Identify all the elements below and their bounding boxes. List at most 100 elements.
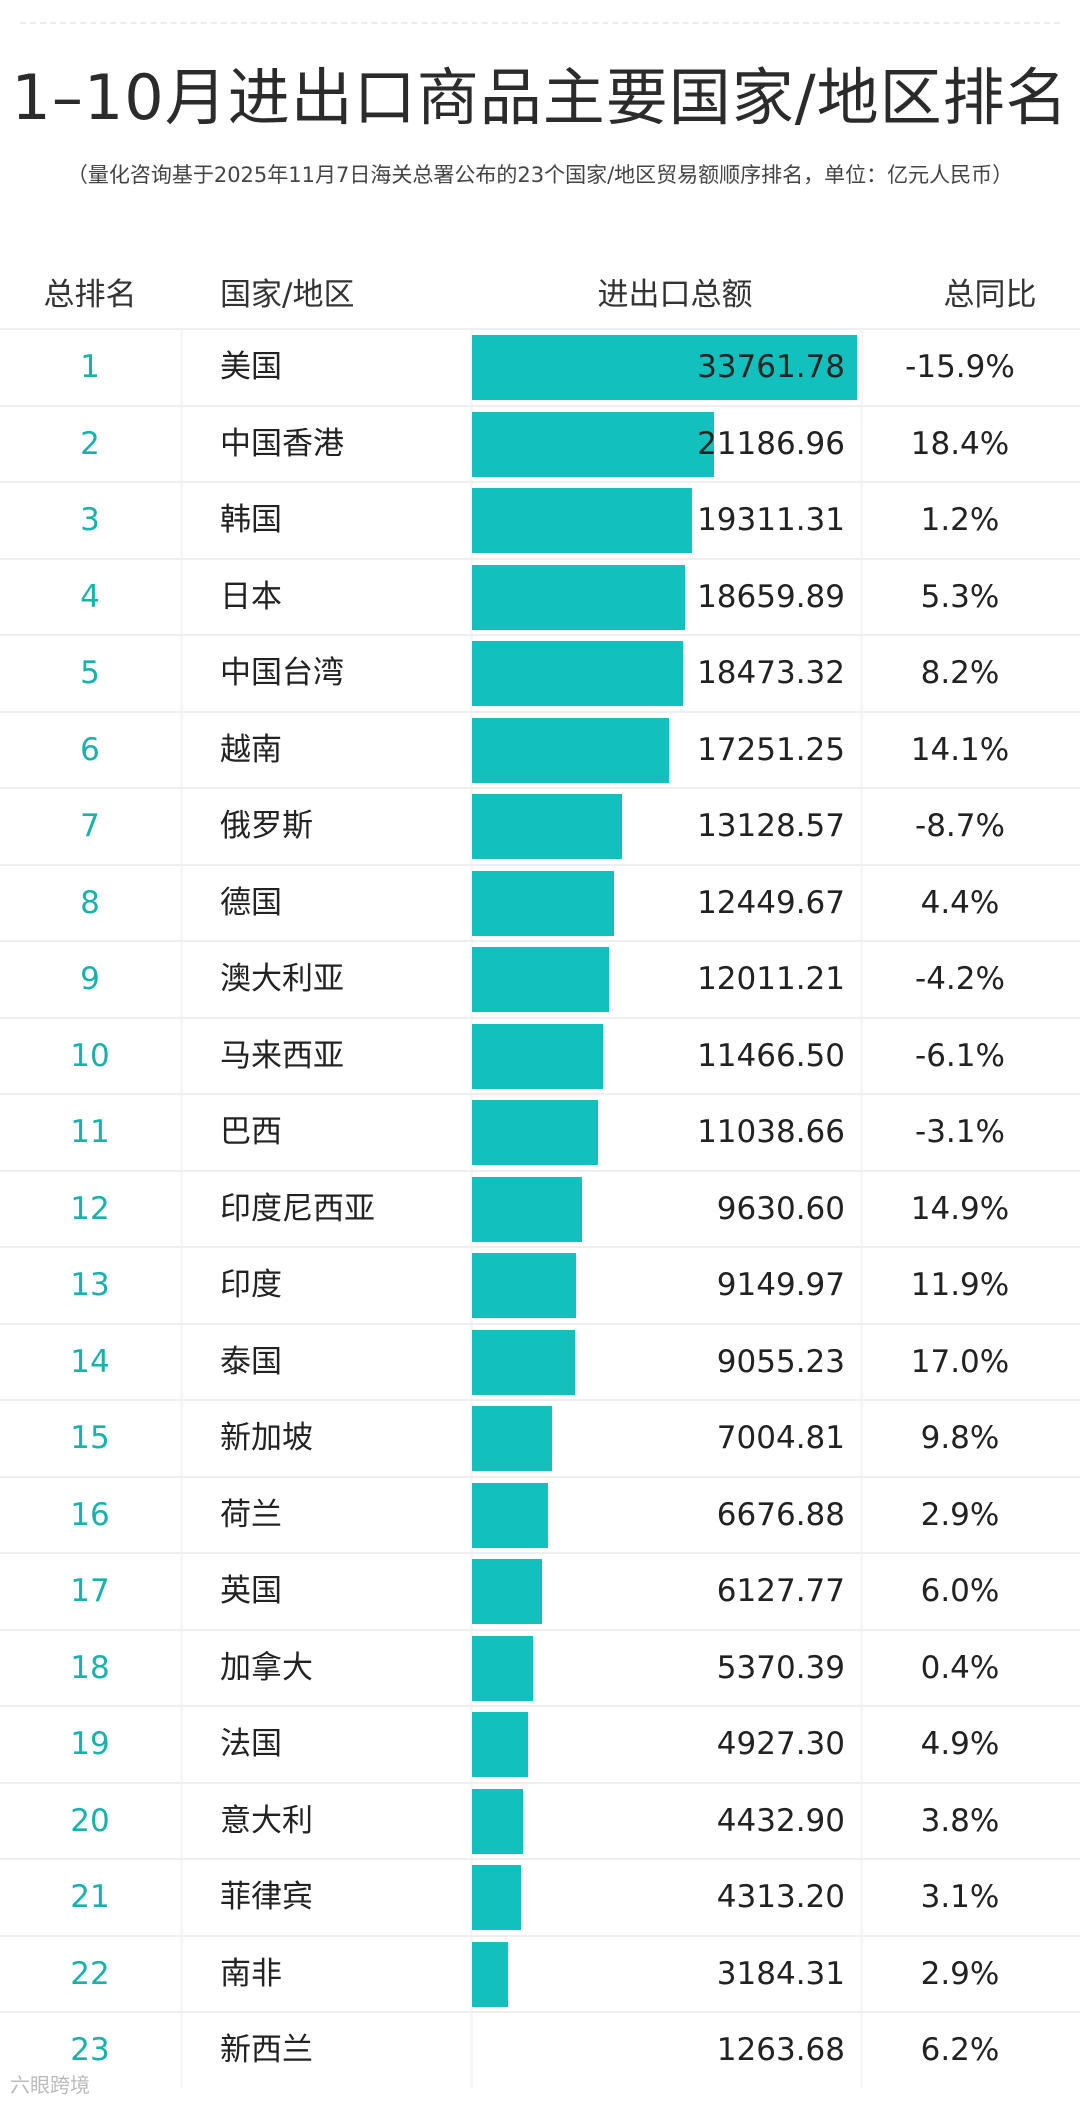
table-row: 13 印度 9149.97 11.9% <box>0 1246 1080 1325</box>
value-label: 11038.66 <box>697 1114 845 1150</box>
yoy-label: 4.4% <box>920 884 1000 921</box>
rank-label: 23 <box>70 2032 110 2068</box>
rank-label: 8 <box>80 884 100 921</box>
page-subtitle: （量化咨询基于2025年11月7日海关总署公布的23个国家/地区贸易额顺序排名，… <box>66 163 1014 187</box>
table-row: 1 美国 33761.78 -15.9% <box>0 328 1080 407</box>
table-row: 19 法国 4927.30 4.9% <box>0 1705 1080 1784</box>
country-label: 英国 <box>220 1573 282 1609</box>
rank-label: 14 <box>70 1343 110 1380</box>
value-bar <box>472 1023 603 1089</box>
table-row: 9 澳大利亚 12011.21 -4.2% <box>0 940 1080 1019</box>
table-row: 23 新西兰 1263.68 6.2% <box>0 2011 1080 2090</box>
country-label: 印度尼西亚 <box>220 1190 375 1227</box>
yoy-label: 3.8% <box>920 1802 1000 1839</box>
rank-label: 3 <box>80 502 100 538</box>
country-label: 越南 <box>220 731 282 768</box>
country-label: 韩国 <box>220 502 282 538</box>
value-bar <box>472 870 614 936</box>
value-bar <box>472 641 683 706</box>
value-label: 9630.60 <box>716 1190 845 1227</box>
value-label: 21186.96 <box>697 425 845 462</box>
yoy-label: 4.9% <box>920 1726 1000 1762</box>
country-label: 澳大利亚 <box>220 961 344 997</box>
yoy-label: 5.3% <box>920 578 1000 615</box>
value-bar <box>472 1865 522 1930</box>
value-label: 18659.89 <box>697 578 845 615</box>
rank-label: 17 <box>70 1573 110 1609</box>
country-label: 荷兰 <box>220 1496 282 1533</box>
rank-label: 13 <box>70 1267 110 1303</box>
value-bar <box>472 1635 534 1701</box>
value-bar <box>472 1100 598 1165</box>
country-label: 南非 <box>220 1955 282 1992</box>
value-label: 19311.31 <box>697 502 845 538</box>
yoy-label: 6.0% <box>920 1573 1000 1609</box>
value-label: 3184.31 <box>716 1955 845 1992</box>
yoy-label: 14.9% <box>910 1190 1010 1227</box>
country-label: 加拿大 <box>220 1649 313 1686</box>
header-rank: 总排名 <box>43 277 137 313</box>
table-row: 3 韩国 19311.31 1.2% <box>0 481 1080 560</box>
rank-label: 1 <box>80 349 100 385</box>
table-row: 15 新加坡 7004.81 9.8% <box>0 1399 1080 1478</box>
rank-label: 15 <box>70 1420 110 1456</box>
value-bar <box>472 794 622 859</box>
table-row: 21 菲律宾 4313.20 3.1% <box>0 1858 1080 1937</box>
yoy-label: 18.4% <box>910 425 1010 462</box>
country-label: 德国 <box>220 884 282 921</box>
country-label: 意大利 <box>220 1802 313 1839</box>
yoy-label: 9.8% <box>920 1420 1000 1456</box>
country-label: 泰国 <box>220 1343 282 1380</box>
table-row: 16 荷兰 6676.88 2.9% <box>0 1475 1080 1555</box>
value-bar <box>472 1941 509 2007</box>
header-country: 国家/地区 <box>220 277 355 313</box>
table-row: 5 中国台湾 18473.32 8.2% <box>0 634 1080 713</box>
value-bar <box>472 488 693 553</box>
value-bar <box>472 1788 523 1854</box>
rank-label: 12 <box>70 1190 110 1227</box>
table-row: 2 中国香港 21186.96 18.4% <box>0 404 1080 484</box>
value-label: 5370.39 <box>716 1649 845 1686</box>
column-divider <box>470 328 473 2088</box>
value-label: 9055.23 <box>716 1343 845 1380</box>
rank-label: 4 <box>80 578 100 615</box>
table-row: 7 俄罗斯 13128.57 -8.7% <box>0 787 1080 866</box>
value-label: 11466.50 <box>697 1037 845 1074</box>
value-bar <box>472 411 714 477</box>
yoy-label: 14.1% <box>910 731 1010 768</box>
value-label: 6676.88 <box>716 1496 845 1533</box>
table-row: 14 泰国 9055.23 17.0% <box>0 1322 1080 1402</box>
value-label: 12449.67 <box>697 884 845 921</box>
country-label: 巴西 <box>220 1114 282 1150</box>
rank-label: 16 <box>70 1496 110 1533</box>
table-row: 11 巴西 11038.66 -3.1% <box>0 1093 1080 1172</box>
yoy-label: -6.1% <box>915 1037 1005 1074</box>
value-label: 6127.77 <box>716 1573 845 1609</box>
rank-label: 2 <box>80 425 100 462</box>
value-label: 13128.57 <box>697 808 845 844</box>
table-row: 20 意大利 4432.90 3.8% <box>0 1781 1080 1861</box>
rank-label: 22 <box>70 1955 110 1992</box>
rank-label: 11 <box>70 1114 110 1150</box>
header-yoy: 总同比 <box>943 277 1037 313</box>
country-label: 印度 <box>220 1267 282 1303</box>
rank-label: 19 <box>70 1726 110 1762</box>
country-label: 日本 <box>220 578 282 615</box>
value-label: 33761.78 <box>697 349 845 385</box>
table-row: 18 加拿大 5370.39 0.4% <box>0 1628 1080 1708</box>
table-row: 4 日本 18659.89 5.3% <box>0 557 1080 637</box>
top-divider <box>20 22 1060 24</box>
rank-label: 10 <box>70 1037 110 1074</box>
table-row: 6 越南 17251.25 14.1% <box>0 710 1080 790</box>
watermark-logo: 六眼跨境 <box>10 2073 90 2097</box>
value-bar <box>472 1329 576 1395</box>
value-label: 18473.32 <box>697 655 845 691</box>
country-label: 中国台湾 <box>220 655 344 691</box>
value-bar <box>472 335 857 400</box>
value-bar <box>472 1176 582 1242</box>
yoy-label: -3.1% <box>915 1114 1005 1150</box>
value-label: 4313.20 <box>716 1879 845 1915</box>
rank-label: 18 <box>70 1649 110 1686</box>
yoy-label: 1.2% <box>920 502 1000 538</box>
value-label: 17251.25 <box>697 731 845 768</box>
